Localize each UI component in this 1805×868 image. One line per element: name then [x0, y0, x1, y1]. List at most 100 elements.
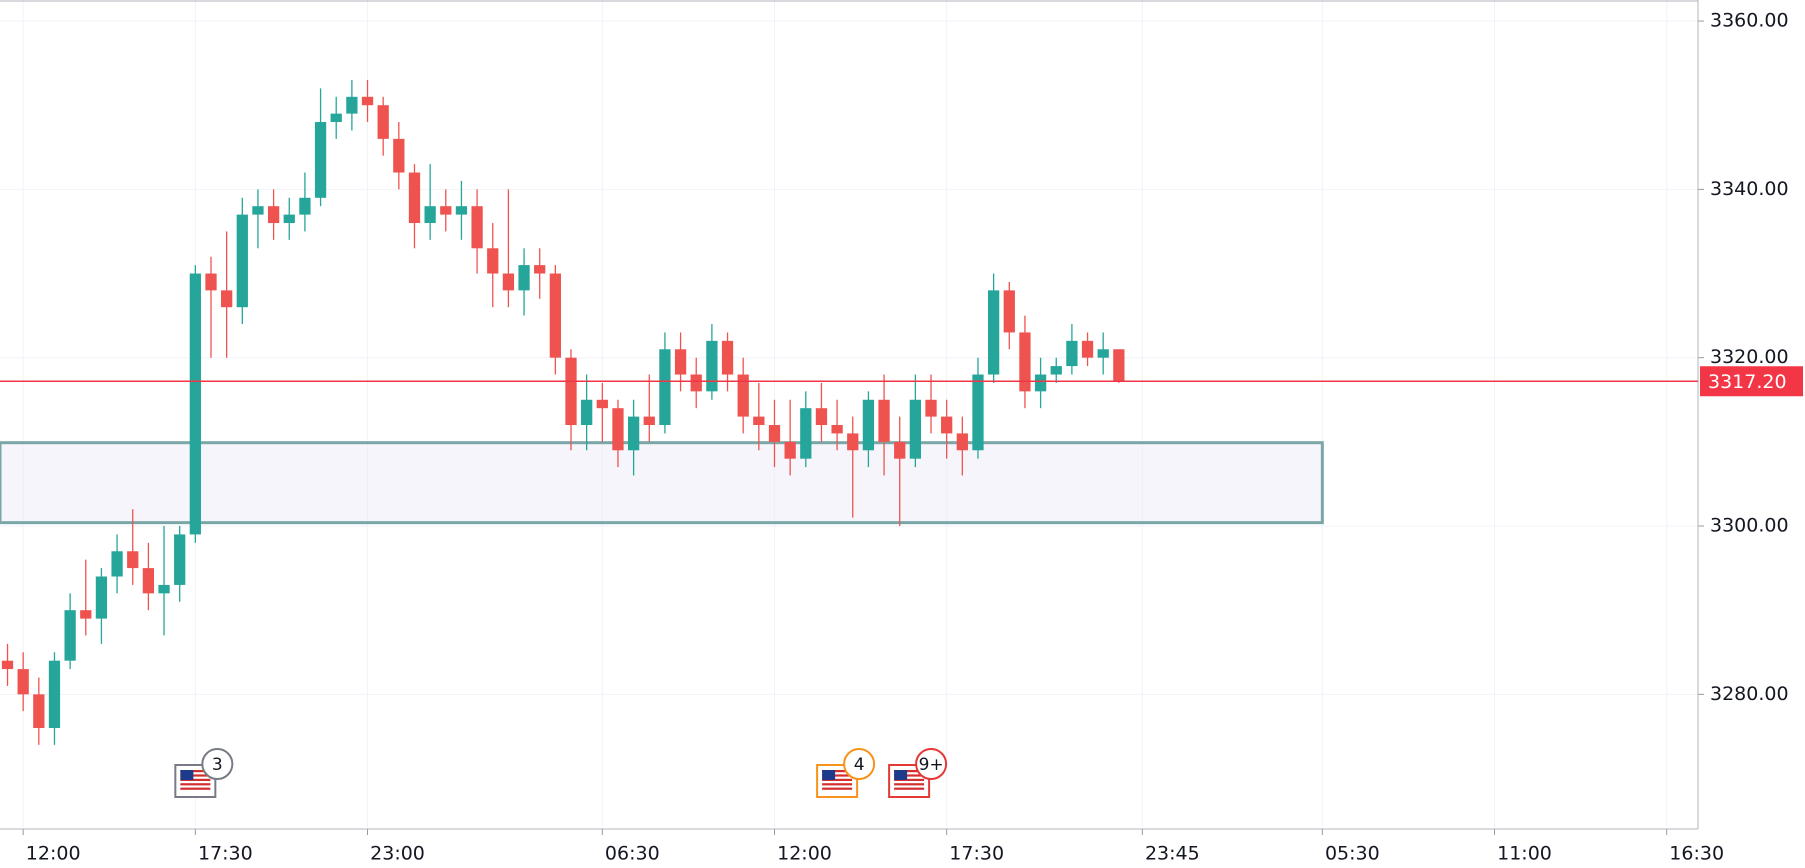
candle-body: [48, 660, 61, 729]
event-marker: 9+: [888, 748, 948, 798]
candle-body: [33, 694, 45, 729]
x-tick-label: 12:00: [26, 843, 81, 865]
candle-body: [17, 669, 29, 695]
x-tick-label: 11:00: [1497, 843, 1552, 865]
candle-body: [127, 551, 139, 569]
candle-body: [64, 610, 76, 661]
candle-body: [737, 374, 749, 417]
candle-body: [941, 416, 953, 434]
event-count: 3: [212, 755, 223, 775]
flag-stripe: [822, 774, 853, 777]
candle-body: [706, 340, 718, 392]
candle-body: [189, 273, 201, 535]
candle-body: [800, 408, 812, 459]
candle-body: [158, 584, 170, 594]
flag-stripe: [822, 787, 853, 790]
candle-body: [721, 340, 734, 375]
candle-body: [408, 172, 421, 224]
y-tick-label: 3340.00: [1710, 178, 1789, 200]
candle-body: [878, 399, 890, 442]
candle-body: [1113, 349, 1125, 382]
candle-body: [1081, 340, 1094, 358]
candle-body: [956, 433, 968, 451]
y-tick-label: 3300.00: [1710, 515, 1789, 537]
candle-body: [831, 425, 843, 434]
candle-body: [643, 416, 655, 426]
candle-body: [455, 206, 468, 215]
candle-body: [815, 408, 828, 426]
candle-body: [1003, 290, 1015, 333]
candle-body: [174, 534, 186, 585]
flag-stripe: [894, 774, 925, 777]
candle-body: [487, 248, 499, 274]
flag-stripe: [822, 778, 853, 781]
event-count: 4: [854, 755, 865, 775]
candle-body: [612, 408, 624, 451]
candle-body: [95, 576, 108, 619]
candle-body: [142, 568, 155, 594]
candle-body: [690, 374, 702, 392]
candle-body: [424, 206, 436, 224]
x-tick-label: 23:45: [1145, 843, 1200, 865]
candle-body: [596, 399, 608, 409]
event-marker: 4: [816, 748, 876, 798]
candle-body: [659, 349, 671, 426]
candle-body: [674, 349, 687, 375]
candle-body: [768, 425, 781, 442]
candle-body: [1097, 349, 1109, 358]
y-tick-label: 3280.00: [1710, 683, 1789, 705]
candle-body: [314, 122, 327, 198]
candle-body: [252, 206, 264, 215]
price-tag-label: 3317.20: [1708, 371, 1787, 393]
candle-body: [1019, 332, 1031, 392]
candle-body: [627, 416, 640, 451]
y-tick-label: 3320.00: [1710, 346, 1789, 368]
flag-canton: [180, 770, 194, 780]
event-badge: [201, 748, 234, 780]
candle-body: [925, 399, 937, 417]
candle-body: [534, 265, 546, 274]
candle-body: [1050, 366, 1062, 375]
flag-stripe: [180, 783, 211, 786]
flag-canton: [822, 770, 836, 780]
flag-canton: [894, 770, 908, 780]
candle-body: [972, 374, 984, 451]
candle-body: [847, 433, 859, 451]
candle-body: [377, 105, 389, 139]
flag-stripe: [894, 783, 925, 786]
flag-stripe: [894, 778, 925, 781]
event-marker: 3: [174, 748, 234, 798]
zone-box: [0, 441, 1324, 525]
flag-stripe: [180, 778, 211, 781]
candle-body: [330, 113, 342, 123]
flag-stripe: [180, 770, 211, 773]
candle-body: [440, 206, 452, 215]
candle-body: [346, 96, 358, 114]
candle-body: [502, 273, 515, 291]
flag-stripe: [822, 783, 853, 786]
event-badge: [915, 748, 948, 780]
x-tick-label: 17:30: [198, 843, 253, 865]
candle-body: [565, 357, 577, 426]
x-tick-label: 06:30: [605, 843, 660, 865]
candle-body: [987, 290, 1000, 375]
candle-body: [80, 610, 92, 619]
candle-body: [221, 290, 233, 308]
candle-body: [283, 214, 295, 224]
x-tick-label: 05:30: [1325, 843, 1380, 865]
candle-body: [111, 551, 123, 577]
candle-body: [549, 273, 561, 358]
price-tag: [1700, 366, 1803, 397]
candle-body: [894, 441, 906, 459]
flag-stripe: [822, 770, 853, 773]
flag-stripe: [894, 787, 925, 790]
x-tick-label: 12:00: [777, 843, 832, 865]
y-tick-label: 3360.00: [1710, 10, 1789, 32]
candle-body: [862, 399, 875, 451]
candle-body: [393, 138, 405, 173]
candle-body: [1066, 340, 1078, 367]
candle-body: [581, 399, 593, 426]
flag-stripe: [180, 787, 211, 790]
x-tick-label: 17:30: [949, 843, 1004, 865]
